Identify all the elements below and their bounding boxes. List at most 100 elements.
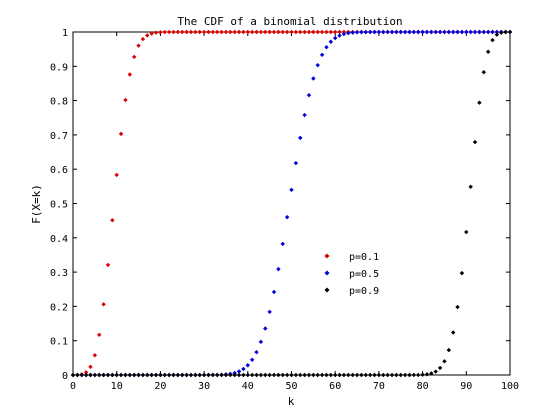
data-point [175,29,181,35]
y-axis-label: F(X=k) [30,184,43,224]
data-point [407,29,412,35]
legend-marker [324,270,330,276]
y-tick-label: 0.1 [50,337,68,348]
data-point [333,372,338,378]
data-point [136,43,141,48]
data-point [481,69,486,75]
data-point [249,372,255,378]
data-point [232,29,237,35]
data-point [276,266,281,272]
x-tick-label: 50 [285,381,297,392]
data-point [477,29,482,35]
data-point [162,29,167,35]
data-point [433,369,438,374]
data-point [92,353,98,358]
data-point [70,372,76,378]
data-point [350,372,355,378]
data-point [367,372,373,378]
data-point [105,262,111,268]
data-point [306,29,312,35]
data-point [298,29,303,35]
data-point [258,339,264,345]
data-point [131,372,137,378]
data-point [219,372,224,378]
data-point [254,372,259,378]
data-point [481,29,486,35]
data-point [420,372,425,377]
data-point [210,29,216,35]
data-point [433,29,438,35]
data-point [319,29,325,35]
data-point [245,363,250,368]
data-point [359,29,364,35]
data-point [271,289,277,295]
data-point [324,44,329,50]
data-point [324,29,329,35]
data-point [284,29,290,35]
data-point [267,372,272,378]
x-tick-label: 90 [460,381,472,392]
series-p=0.9 [70,29,513,378]
plot-area-frame [72,31,511,376]
data-point [354,30,360,35]
data-point [254,29,259,35]
data-point [171,29,176,35]
data-point [302,112,307,118]
data-point [372,372,377,378]
data-point [263,29,268,35]
data-point [490,37,495,43]
data-point [236,29,242,35]
data-point [359,372,364,378]
data-point [166,372,172,378]
data-point [175,372,181,378]
data-point [385,29,390,35]
data-point [215,372,220,378]
data-point [276,372,281,378]
data-point [315,29,320,35]
data-point [136,372,141,378]
data-point [499,30,504,35]
data-point [464,229,469,235]
data-point [149,31,154,36]
y-tick-label: 0.5 [50,200,68,211]
data-point [153,372,159,378]
legend-item: p=0.1 [324,252,379,263]
y-tick-label: 0.3 [50,268,68,279]
data-point [206,372,211,378]
data-point [258,372,264,378]
data-point [263,326,268,331]
data-point [450,29,456,35]
data-point [232,372,237,378]
y-tick-label: 0.2 [50,302,68,313]
data-point [376,29,382,35]
data-point [289,372,294,378]
data-point [241,29,246,35]
data-point [315,372,320,378]
data-point [346,372,351,378]
data-point [455,29,460,35]
data-point [402,372,408,378]
data-point [446,347,452,353]
data-point [389,372,395,378]
data-point [197,372,202,378]
chart-title: The CDF of a binomial distribution [177,15,402,28]
x-axis-label: k [288,395,295,408]
data-point [381,29,386,35]
data-point [241,366,246,372]
data-point [333,29,338,35]
y-tick-label: 0.7 [50,131,68,142]
data-point [79,372,84,378]
data-point [149,372,154,378]
data-point [472,139,478,145]
data-point [280,29,285,35]
x-tick-label: 60 [329,381,341,392]
data-point [114,372,119,378]
data-point [437,29,443,35]
data-points [70,29,513,378]
data-point [171,372,176,378]
data-point [188,29,194,35]
data-point [477,100,482,105]
y-tick-label: 0.6 [50,165,68,176]
data-point [472,29,478,35]
data-point [118,372,124,378]
